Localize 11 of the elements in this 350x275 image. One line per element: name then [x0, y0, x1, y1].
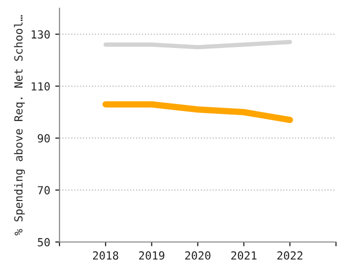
- x-tick-label: 2018: [93, 251, 118, 260]
- y-axis-title: % Spending above Req. Net School…: [14, 15, 25, 236]
- x-tick-label: 2019: [139, 251, 164, 260]
- y-tick-label: 50: [38, 238, 50, 246]
- y-tick-label: 130: [32, 30, 50, 39]
- x-tick-label: 2022: [277, 251, 302, 260]
- x-tick-label: 2020: [185, 251, 210, 260]
- y-tick-label: 90: [38, 134, 50, 143]
- y-tick-label: 110: [32, 82, 50, 91]
- x-tick-label: 2021: [231, 251, 256, 260]
- y-tick-label: 70: [38, 186, 50, 194]
